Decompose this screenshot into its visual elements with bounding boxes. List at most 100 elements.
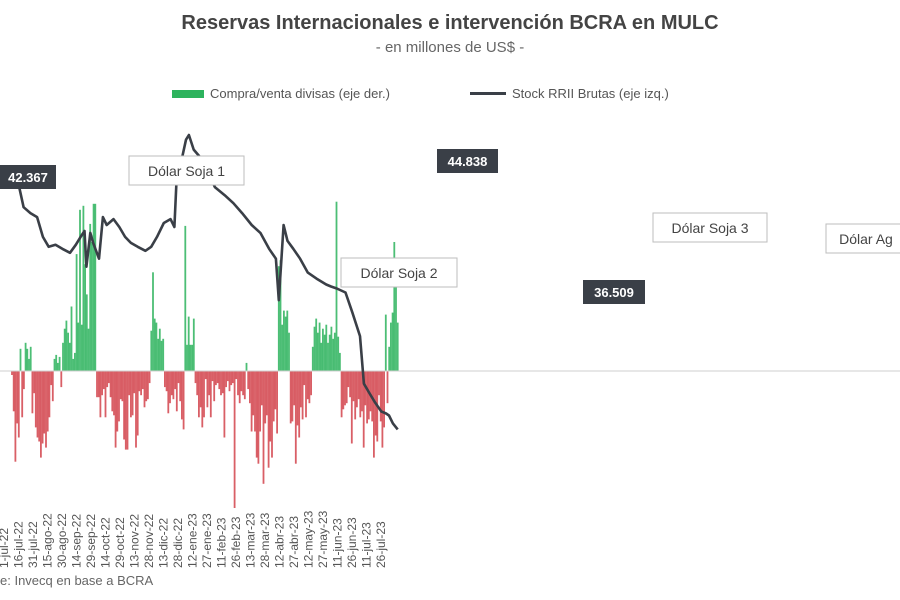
bar-venta: [289, 371, 292, 424]
bar-venta: [373, 371, 375, 458]
bar-venta: [359, 371, 362, 418]
bar-venta: [213, 371, 216, 402]
bar-venta: [383, 371, 385, 428]
bar-venta: [238, 371, 241, 404]
bar-venta: [41, 371, 44, 444]
bar-compra: [72, 358, 75, 371]
bar-venta: [215, 371, 217, 386]
x-tick-label: 15-ago-22: [41, 513, 55, 568]
bar-compra: [317, 332, 319, 371]
bar-compra: [311, 346, 314, 371]
bar-compra: [284, 316, 287, 371]
bar-venta: [145, 371, 148, 402]
bar-venta: [164, 371, 166, 388]
bar-compra: [94, 203, 97, 371]
bar-compra: [67, 332, 69, 371]
bar-compra: [84, 264, 86, 371]
bar-venta: [366, 371, 368, 424]
bar-venta: [228, 371, 231, 392]
bar-compra: [339, 352, 341, 371]
bar-venta: [109, 371, 112, 398]
bar-compra: [335, 201, 338, 371]
bar-venta: [298, 371, 301, 438]
legend: Compra/venta divisas (eje der.) Stock RR…: [0, 86, 900, 106]
bar-compra: [288, 332, 290, 371]
bar-compra: [53, 358, 56, 371]
bar-venta: [50, 371, 52, 386]
bar-compra: [184, 225, 187, 371]
svg-text:Dólar Soja 1: Dólar Soja 1: [148, 163, 225, 179]
bar-venta: [114, 371, 117, 448]
bar-venta: [379, 371, 382, 422]
bar-venta: [303, 371, 306, 386]
bars-layer: [0, 201, 900, 508]
bar-compra: [68, 342, 71, 371]
bar-compra: [325, 324, 328, 371]
x-tick-label: 30-ago-22: [55, 513, 69, 568]
bar-venta: [194, 371, 197, 384]
bar-compra: [160, 340, 163, 371]
bar-venta: [211, 371, 214, 382]
bar-compra: [192, 318, 195, 371]
bar-compra: [189, 344, 192, 371]
bar-compra: [158, 328, 161, 371]
x-tick-label: 27-ene-23: [200, 513, 214, 568]
svg-text:44.838: 44.838: [448, 154, 488, 169]
bar-venta: [102, 371, 105, 390]
bar-compra: [395, 270, 397, 372]
annotation-box: Dólar Ag: [825, 223, 900, 254]
bar-compra: [328, 334, 331, 371]
bar-venta: [276, 371, 278, 434]
x-tick-label: 26-feb-23: [229, 516, 243, 568]
bar-compra: [313, 326, 316, 371]
bar-venta: [106, 371, 109, 388]
bar-venta: [225, 371, 227, 388]
bar-compra: [277, 266, 280, 371]
bar-venta: [126, 371, 129, 450]
bar-compra: [155, 322, 158, 371]
bar-compra: [187, 316, 190, 371]
bar-venta: [354, 371, 357, 420]
x-tick-label: 14-sep-22: [70, 514, 84, 568]
bar-compra: [162, 338, 165, 371]
bar-venta: [272, 371, 275, 422]
bar-compra: [19, 348, 22, 371]
bar-venta: [51, 371, 54, 402]
bar-venta: [233, 371, 236, 508]
bar-compra: [58, 356, 61, 371]
bar-compra: [320, 342, 323, 371]
bar-venta: [260, 371, 263, 406]
bar-venta: [252, 371, 255, 416]
bar-venta: [198, 371, 200, 418]
bar-compra: [333, 332, 336, 371]
x-tick-label: 27-may-23: [316, 510, 330, 568]
x-tick-label: 29-oct-22: [113, 517, 127, 568]
x-tick-label: 11-jun-23: [331, 518, 345, 568]
bar-venta: [204, 371, 207, 380]
bar-venta: [306, 371, 309, 400]
bar-compra: [91, 242, 93, 371]
annotation-box: Dólar Soja 2: [340, 257, 458, 288]
bar-venta: [136, 371, 139, 436]
bar-venta: [293, 371, 295, 406]
x-tick-label: 11-feb-23: [215, 517, 229, 568]
bar-compra: [70, 306, 73, 371]
x-tick-label: 13-nov-22: [128, 514, 142, 568]
bar-venta: [250, 371, 253, 432]
bar-compra: [77, 322, 80, 371]
annotation-box: Dólar Soja 1: [128, 155, 245, 186]
bar-venta: [147, 371, 149, 400]
bar-venta: [46, 371, 49, 432]
bar-venta: [60, 371, 63, 388]
bar-compra: [79, 209, 81, 371]
bar-venta: [177, 371, 180, 384]
bar-venta: [203, 371, 205, 418]
legend-label-line: Stock RRII Brutas (eje izq.): [512, 86, 669, 101]
bar-venta: [345, 371, 348, 404]
x-tick-label: 28-mar-23: [258, 512, 272, 568]
bar-compra: [150, 330, 153, 371]
bar-venta: [350, 371, 353, 444]
bar-venta: [119, 371, 122, 400]
x-tick-label: 12-may-23: [302, 510, 316, 568]
x-tick-label: 31-jul-22: [26, 521, 40, 568]
